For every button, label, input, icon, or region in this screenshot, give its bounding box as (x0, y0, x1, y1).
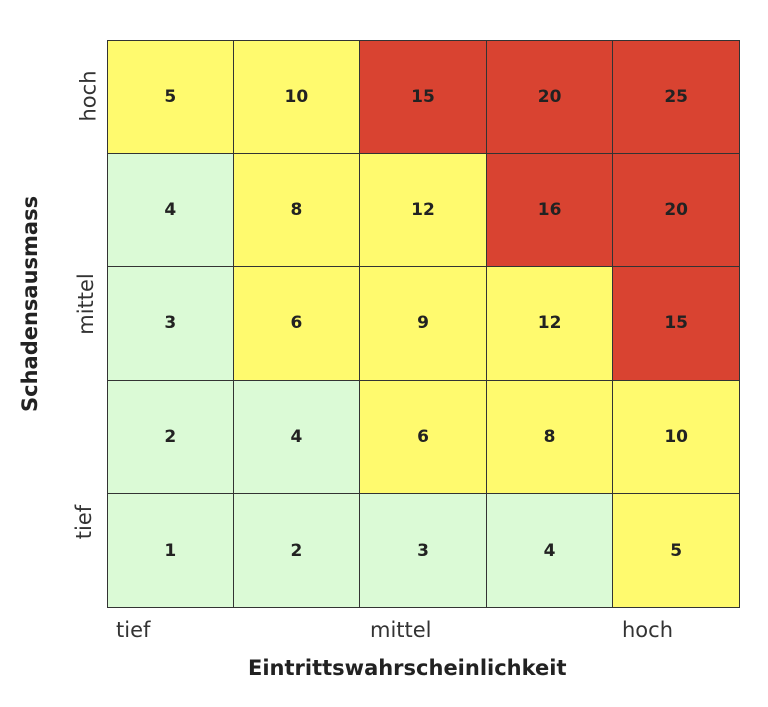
matrix-cell: 4 (107, 152, 234, 268)
y-tick-label-tief: tief (72, 504, 97, 540)
matrix-cell: 16 (485, 152, 614, 268)
matrix-cell: 3 (359, 493, 487, 608)
matrix-cell: 20 (485, 40, 614, 154)
matrix-cell: 12 (359, 152, 487, 268)
risk-matrix-grid: 5 10 15 20 25 4 8 12 16 20 3 6 9 12 15 2 4 6 8 10 1 2 3 4 5 (107, 40, 740, 608)
matrix-cell: 6 (232, 266, 361, 381)
y-tick-label-mittel: mittel (73, 273, 98, 335)
matrix-cell: 4 (232, 379, 361, 495)
matrix-cell: 12 (485, 266, 614, 381)
x-tick-label-tief: tief (116, 618, 151, 642)
y-axis-label: Schadensausmass (18, 195, 42, 412)
matrix-cell: 9 (359, 266, 487, 381)
matrix-cell: 5 (107, 40, 234, 154)
x-tick-label-mittel: mittel (370, 618, 432, 642)
matrix-cell: 4 (485, 493, 614, 608)
matrix-cell: 25 (612, 40, 740, 154)
matrix-cell: 6 (359, 379, 487, 495)
matrix-cell: 1 (107, 493, 234, 608)
matrix-cell: 8 (485, 379, 614, 495)
matrix-cell: 10 (612, 379, 740, 495)
matrix-cell: 20 (612, 152, 740, 268)
matrix-cell: 10 (232, 40, 361, 154)
matrix-cell: 5 (612, 493, 740, 608)
y-tick-label-hoch: hoch (76, 70, 101, 122)
x-axis-label: Eintrittswahrscheinlichkeit (248, 656, 567, 680)
x-tick-label-hoch: hoch (622, 618, 674, 642)
matrix-cell: 2 (107, 379, 234, 495)
matrix-cell: 15 (359, 40, 487, 154)
matrix-cell: 15 (612, 266, 740, 381)
matrix-cell: 2 (232, 493, 361, 608)
matrix-cell: 3 (107, 266, 234, 381)
matrix-cell: 8 (232, 152, 361, 268)
